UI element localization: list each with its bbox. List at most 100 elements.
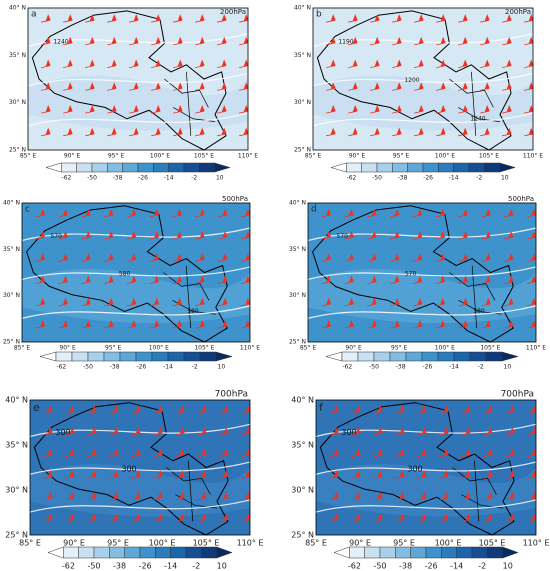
wind-barb [219,513,229,522]
contour-label: 300 [341,428,356,437]
wind-barb [435,253,446,262]
wind-barb [435,297,446,307]
wind-barb [326,82,336,91]
wind-barb [329,448,339,458]
colorbar-box [346,162,362,173]
wind-barb [173,36,183,46]
colorbar-box [170,546,187,559]
wind-barb [35,275,46,285]
wind-barb [172,275,182,285]
wind-barb [348,82,358,91]
panel-label: c [25,205,30,215]
wind-barb [439,513,449,522]
lat-label: 40° N [289,200,306,207]
colorbar-box [93,546,110,559]
colorbar-tick-label: -62 [348,562,361,571]
colorbar-end [216,546,233,559]
colorbar-tick-label: -2 [192,364,198,371]
wind-barb [329,426,339,436]
contour-label: 570 [405,270,417,277]
wind-barb [241,470,251,479]
wind-barb [197,491,207,501]
lat-label: 40° N [294,5,311,12]
wind-barb [197,513,207,522]
lon-label: 105° E [480,345,500,352]
lon-label: 95° E [393,153,410,160]
contour-label: 570 [50,233,62,240]
contour-line [21,305,251,319]
colorbar-tick-label: -38 [113,562,126,571]
colorbar-tick-label: -50 [369,364,379,371]
wind-barb [41,82,51,91]
colorbar-tick-label: -50 [373,562,386,571]
wind-barb [326,104,336,114]
wind-barb [505,470,515,479]
colorbar-tick-label: -62 [347,175,357,182]
wind-barb [395,470,405,479]
wind-barb [392,104,402,114]
contour-line [27,72,249,87]
panel-label: f [319,401,324,414]
wind-barb [85,59,95,69]
lon-label: 85° E [20,153,37,160]
contour-line [27,32,249,47]
wind-barb [219,491,229,501]
wind-barb [348,59,358,69]
colorbar-box [469,351,487,362]
wind-barb [173,82,183,91]
wind-barb [524,82,534,91]
contour-label: 300 [407,464,422,473]
wind-barb [483,470,493,479]
wind-barb [217,297,228,307]
lon-label: 90° E [63,539,85,548]
colorbar-tick-label: -26 [138,175,148,182]
wind-barb [103,297,114,307]
colorbar-box [199,162,215,173]
wind-barb [370,14,380,23]
wind-barb [219,470,229,479]
colorbar-tick-label: 10 [501,175,509,182]
map-panel: 1240 a 200hPa 40° N 35° N 30° N 25° N85° E 90° … [9,5,258,182]
wind-barb [481,208,491,218]
wind-barb [172,297,182,307]
wind-barb [241,513,251,522]
wind-barb [241,405,251,414]
wind-barb [458,14,468,23]
contour-label: 1240 [470,115,485,122]
wind-barb [126,297,137,307]
wind-barb [321,253,332,262]
panel-label: e [33,401,40,414]
wind-barb [126,275,137,285]
colorbar-box [168,162,185,173]
wind-barb [65,405,75,414]
wind-barb [395,405,405,414]
colorbar-tick-label: -2 [478,364,484,371]
wind-barb [63,36,73,46]
wind-barb [458,253,468,262]
wind-barb [43,491,53,501]
wind-barb [149,231,160,240]
wind-barb [524,36,534,46]
wind-barb [321,231,332,240]
wind-barb [85,36,95,46]
colorbar-box [185,546,202,559]
wind-barb [87,405,97,414]
wind-barb [43,448,53,458]
wind-barb [351,448,361,458]
wind-barb [217,59,227,69]
colorbar-tick-label: -38 [113,175,123,182]
contour-line [29,461,251,475]
wind-barb [241,448,251,458]
map-panel: 570 570 580 d 500hPa 40° N 35° N 30° N 25° N85° … [289,195,546,371]
wind-barb [43,426,53,436]
lon-label: 95° E [108,153,125,160]
wind-barb [107,127,117,137]
wind-barb [219,405,229,414]
wind-barb [151,82,161,91]
lon-label: 100° E [435,345,455,352]
colorbar-box [410,546,427,559]
wind-barb [351,426,361,436]
wind-barb [370,82,380,91]
wind-barb [526,253,537,262]
colorbar-box [357,351,375,362]
